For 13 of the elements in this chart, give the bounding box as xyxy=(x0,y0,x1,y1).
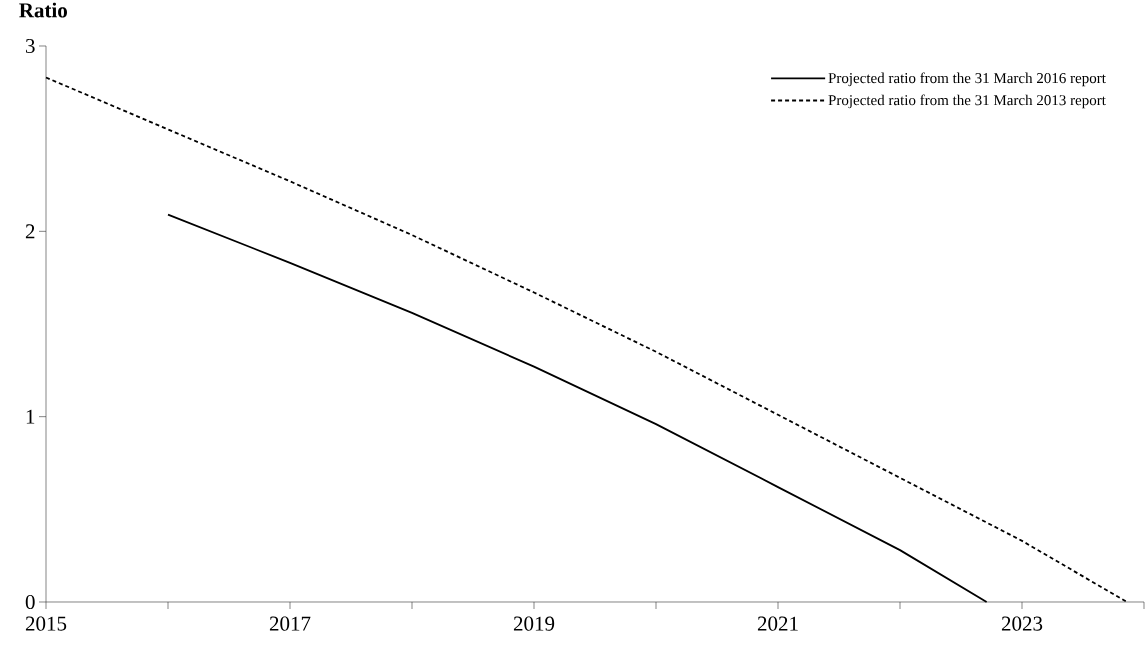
y-tick-label: 3 xyxy=(25,38,35,54)
line-series xyxy=(167,213,988,603)
y-axis-title: Ratio xyxy=(19,2,67,18)
x-tick-label: 2023 xyxy=(1001,616,1043,631)
y-tick-label: 2 xyxy=(25,224,35,239)
legend-label: Projected ratio from the 31 March 2016 report xyxy=(828,72,1106,87)
x-tick-label: 2015 xyxy=(25,616,67,631)
legend-label: Projected ratio from the 31 March 2013 report xyxy=(828,94,1106,109)
y-tick-label: 0 xyxy=(25,594,35,610)
x-tick-label: 2017 xyxy=(269,616,311,631)
y-tick-label: 1 xyxy=(26,409,35,424)
x-tick-label: 2019 xyxy=(513,616,555,631)
x-tick-label: 2021 xyxy=(757,616,798,631)
